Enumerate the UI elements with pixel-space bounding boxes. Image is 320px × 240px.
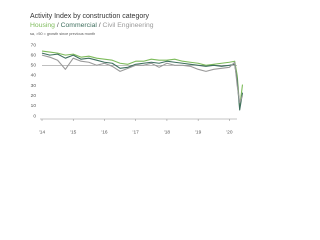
y-tick-label: 60 (31, 52, 37, 58)
legend-entry: Commercial (61, 22, 98, 29)
y-tick-label: 50 (31, 63, 37, 69)
legend-entry: Housing (30, 22, 55, 29)
chart: Activity Index by construction category … (30, 13, 244, 135)
series-line (41, 54, 244, 104)
legend-entry: Civil Engineering (103, 22, 154, 29)
x-tick-label: '18 (164, 129, 171, 135)
y-tick-label: 40 (31, 73, 37, 79)
note: sa, >50 = growth since previous month (30, 32, 95, 36)
x-tick-label: '14 (39, 129, 46, 135)
y-tick-label: 0 (33, 113, 36, 119)
y-tick-label: 10 (31, 103, 37, 109)
legend-separator: / (99, 22, 101, 29)
series-line (41, 50, 244, 108)
legend-separator: / (57, 22, 59, 29)
x-tick-label: '20 (226, 129, 233, 135)
y-tick-label: 30 (31, 83, 37, 89)
y-tick-label: 20 (31, 93, 37, 99)
series-line (41, 52, 244, 111)
x-tick-label: '16 (101, 129, 108, 135)
legend: Housing / Commercial / Civil Engineering (30, 22, 154, 29)
x-tick-label: '17 (133, 129, 140, 135)
x-tick-label: '15 (70, 129, 77, 135)
chart-title: Activity Index by construction category (30, 13, 150, 20)
y-tick-label: 70 (31, 42, 37, 48)
x-tick-label: '19 (195, 129, 202, 135)
